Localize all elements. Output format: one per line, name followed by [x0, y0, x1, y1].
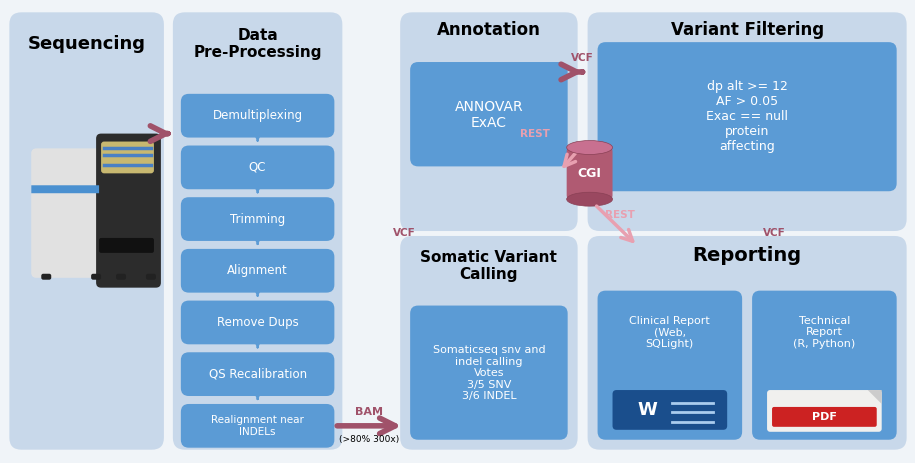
Text: BAM: BAM: [355, 407, 383, 417]
Text: Data
Pre-Processing: Data Pre-Processing: [193, 28, 322, 60]
FancyBboxPatch shape: [31, 149, 106, 278]
Polygon shape: [867, 390, 882, 404]
Text: Somatic Variant
Calling: Somatic Variant Calling: [421, 250, 557, 282]
Text: VCF: VCF: [571, 53, 594, 63]
FancyBboxPatch shape: [752, 291, 897, 440]
FancyBboxPatch shape: [410, 62, 567, 166]
FancyBboxPatch shape: [181, 300, 334, 344]
Text: Demultiplexing: Demultiplexing: [212, 109, 303, 122]
Text: ANNOVAR
ExAC: ANNOVAR ExAC: [455, 100, 523, 130]
FancyBboxPatch shape: [96, 134, 161, 288]
FancyBboxPatch shape: [146, 274, 156, 280]
Ellipse shape: [566, 141, 612, 155]
FancyBboxPatch shape: [400, 236, 577, 450]
FancyBboxPatch shape: [181, 352, 334, 396]
FancyBboxPatch shape: [31, 185, 99, 193]
Text: Clinical Report
(Web,
SQLight): Clinical Report (Web, SQLight): [630, 316, 710, 349]
Text: VCF: VCF: [763, 228, 786, 238]
Text: Somaticseq snv and
indel calling
Votes
3/5 SNV
3/6 INDEL: Somaticseq snv and indel calling Votes 3…: [433, 345, 545, 401]
FancyBboxPatch shape: [181, 145, 334, 189]
FancyBboxPatch shape: [41, 274, 51, 280]
Text: Variant Filtering: Variant Filtering: [671, 21, 824, 39]
Text: Sequencing: Sequencing: [27, 35, 145, 53]
Text: Annotation: Annotation: [437, 21, 541, 39]
FancyBboxPatch shape: [767, 390, 882, 432]
FancyBboxPatch shape: [31, 149, 106, 278]
FancyBboxPatch shape: [400, 13, 577, 231]
Text: Remove Dups: Remove Dups: [217, 316, 298, 329]
FancyBboxPatch shape: [597, 291, 742, 440]
FancyBboxPatch shape: [181, 404, 334, 448]
Text: VCF: VCF: [393, 228, 416, 238]
Text: QC: QC: [249, 161, 266, 174]
Text: PDF: PDF: [812, 412, 837, 422]
Text: Technical
Report
(R, Python): Technical Report (R, Python): [793, 316, 856, 349]
FancyBboxPatch shape: [9, 13, 164, 450]
FancyBboxPatch shape: [612, 390, 727, 430]
Text: REST: REST: [605, 210, 634, 220]
Text: QS Recalibration: QS Recalibration: [209, 368, 307, 381]
FancyBboxPatch shape: [410, 306, 567, 440]
Text: Trimming: Trimming: [230, 213, 285, 225]
FancyBboxPatch shape: [181, 94, 334, 138]
Text: W: W: [637, 401, 657, 419]
Text: dp alt >= 12
AF > 0.05
Exac == null
protein
affecting: dp alt >= 12 AF > 0.05 Exac == null prot…: [706, 80, 788, 153]
Text: Realignment near
INDELs: Realignment near INDELs: [211, 415, 304, 437]
Text: REST: REST: [520, 129, 550, 138]
FancyBboxPatch shape: [597, 42, 897, 191]
FancyBboxPatch shape: [99, 238, 154, 253]
Text: Alignment: Alignment: [227, 264, 288, 277]
FancyBboxPatch shape: [181, 197, 334, 241]
Text: (>80% 300x): (>80% 300x): [339, 435, 399, 444]
FancyBboxPatch shape: [181, 249, 334, 293]
FancyBboxPatch shape: [101, 142, 154, 173]
Text: Reporting: Reporting: [693, 246, 802, 265]
Ellipse shape: [566, 192, 612, 206]
FancyBboxPatch shape: [587, 236, 907, 450]
FancyBboxPatch shape: [566, 148, 612, 199]
FancyBboxPatch shape: [116, 274, 126, 280]
FancyBboxPatch shape: [92, 274, 101, 280]
FancyBboxPatch shape: [772, 407, 877, 427]
FancyBboxPatch shape: [587, 13, 907, 231]
FancyBboxPatch shape: [173, 13, 342, 450]
Text: CGI: CGI: [577, 167, 601, 180]
